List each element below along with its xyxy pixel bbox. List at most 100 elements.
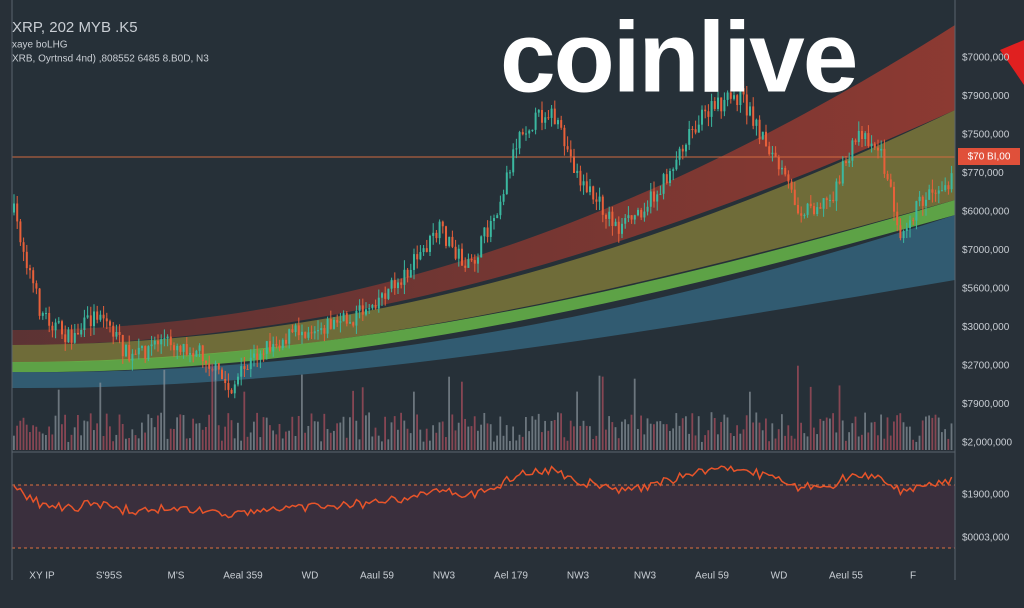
volume-bar (48, 426, 50, 450)
candle-body (848, 160, 851, 164)
candle-body (243, 366, 246, 370)
candle-body (816, 207, 819, 215)
candle-body (329, 319, 332, 329)
candle-body (358, 305, 361, 311)
volume-bar (755, 412, 758, 450)
volume-bar (765, 418, 767, 450)
candle-body (685, 144, 687, 152)
volume-bar (864, 412, 866, 450)
candle-body (624, 218, 627, 224)
candle-body (441, 221, 444, 227)
volume-bar (333, 430, 335, 450)
candle-body (317, 330, 319, 332)
candle-body (166, 336, 169, 339)
candle-body (425, 248, 428, 252)
candle-body (249, 357, 252, 370)
candle-body (265, 341, 268, 354)
volume-bar (102, 436, 105, 450)
candle-body (278, 345, 281, 349)
price-axis-label: $2700,000 (962, 361, 1010, 372)
candle-body (134, 353, 137, 355)
volume-bar (701, 441, 703, 450)
volume-bar (400, 412, 402, 450)
candle-body (806, 203, 809, 215)
volume-bar (893, 421, 895, 450)
indicator-panel (12, 485, 955, 548)
volume-bar (339, 422, 342, 450)
candle-body (144, 346, 147, 359)
volume-bar (275, 434, 278, 450)
volume-bar (214, 365, 217, 450)
candle-body (646, 206, 649, 212)
candle-body (291, 329, 294, 333)
volume-bar (45, 435, 47, 450)
candle-body (582, 181, 585, 186)
candle-body (457, 248, 460, 259)
time-axis-label: WD (302, 571, 319, 582)
candle-body (704, 109, 707, 112)
volume-bar (733, 436, 735, 450)
candle-body (192, 353, 195, 357)
candle-body (502, 194, 505, 202)
candle-body (54, 322, 57, 331)
candle-body (256, 353, 259, 360)
candle-body (301, 331, 303, 336)
candle-body (445, 226, 447, 246)
volume-bar (790, 435, 793, 450)
candle-body (41, 313, 44, 316)
volume-bar (118, 414, 121, 450)
candle-body (893, 186, 895, 212)
candle-body (32, 270, 35, 284)
volume-bar (435, 432, 438, 450)
candle-body (637, 209, 639, 216)
volume-bar (256, 412, 258, 450)
price-axis-label: $3000,000 (962, 322, 1010, 333)
volume-bar (464, 418, 466, 450)
volume-bar (749, 391, 751, 450)
candle-body (80, 329, 83, 335)
volume-bar (457, 422, 460, 450)
candle-body (717, 97, 719, 109)
candle-body (480, 236, 483, 258)
volume-bar (512, 426, 514, 450)
volume-bar (64, 414, 66, 450)
volume-bar (448, 376, 450, 450)
candle-body (822, 198, 825, 209)
candle-body (25, 251, 28, 269)
volume-bar (848, 432, 850, 450)
volume-bar (432, 425, 434, 450)
volume-bar (781, 414, 783, 450)
candle-body (403, 269, 406, 285)
candle-body (918, 196, 921, 202)
volume-bar (115, 434, 118, 450)
candle-body (377, 297, 380, 309)
candle-body (547, 117, 550, 119)
volume-bar (925, 416, 927, 450)
candle-body (70, 329, 73, 343)
candle-body (563, 127, 566, 147)
candle-body (723, 99, 726, 112)
volume-bar (483, 412, 486, 450)
candle-body (525, 133, 527, 135)
volume-bar (217, 425, 220, 450)
candle-body (89, 315, 92, 327)
price-axis-label: $5600,000 (962, 284, 1010, 295)
volume-bar (493, 441, 495, 450)
candle-body (765, 131, 767, 147)
volume-bar (803, 433, 806, 450)
candle-body (857, 130, 860, 143)
volume-bar (227, 413, 230, 450)
volume-bar (707, 430, 710, 450)
candle-body (662, 174, 665, 194)
volume-bar (153, 427, 156, 450)
volume-bar (198, 423, 201, 450)
candle-body (217, 363, 220, 370)
volume-bar (29, 432, 31, 450)
price-axis-label: $7900,000 (962, 399, 1010, 410)
candle-body (598, 196, 601, 202)
volume-bar (291, 416, 294, 450)
candle-body (733, 95, 735, 99)
volume-bar (685, 416, 687, 450)
price-axis-label: $7500,000 (962, 130, 1010, 141)
